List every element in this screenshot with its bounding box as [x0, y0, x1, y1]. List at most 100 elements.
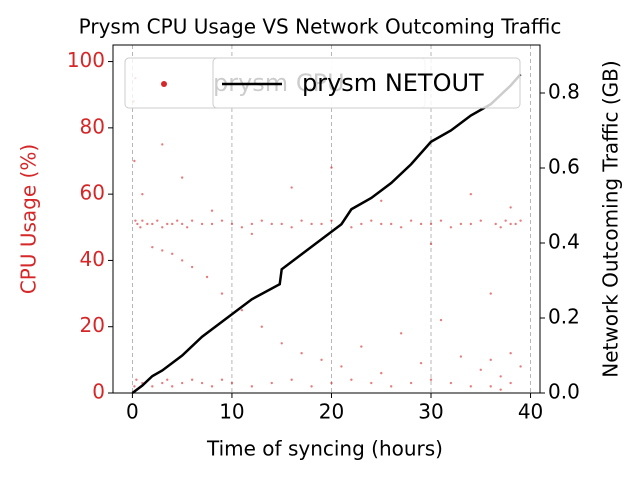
cpu-point	[151, 385, 153, 387]
cpu-point	[509, 382, 511, 384]
cpu-point	[460, 355, 462, 357]
cpu-point	[490, 359, 492, 361]
cpu-point	[470, 193, 472, 195]
cpu-point	[231, 382, 233, 384]
cpu-point	[221, 379, 223, 381]
cpu-point	[370, 219, 372, 221]
x-tick-label: 30	[418, 400, 443, 424]
cpu-point	[380, 223, 382, 225]
cpu-point	[231, 223, 233, 225]
cpu-point	[141, 219, 143, 221]
y-tick-label: 80	[80, 114, 105, 138]
cpu-point	[211, 223, 213, 225]
cpu-point	[380, 200, 382, 202]
cpu-point	[135, 379, 137, 381]
cpu-point	[490, 292, 492, 294]
cpu-point	[330, 166, 332, 168]
cpu-point	[400, 226, 402, 228]
cpu-point	[271, 382, 273, 384]
cpu-point	[146, 223, 148, 225]
cpu-point	[201, 223, 203, 225]
y-tick-label: 100	[67, 48, 105, 72]
cpu-point	[330, 382, 332, 384]
cpu-point	[191, 379, 193, 381]
cpu-point	[241, 309, 243, 311]
cpu-point	[370, 382, 372, 384]
cpu-point	[161, 382, 163, 384]
cpu-point	[310, 223, 312, 225]
cpu-point	[300, 352, 302, 354]
cpu-point	[310, 385, 312, 387]
x-axis-label: Time of syncing (hours)	[206, 437, 443, 461]
cpu-point	[133, 385, 135, 387]
cpu-point	[171, 385, 173, 387]
cpu-point	[499, 388, 501, 390]
cpu-point	[221, 292, 223, 294]
cpu-point	[330, 219, 332, 221]
cpu-point	[300, 219, 302, 221]
cpu-point	[410, 219, 412, 221]
cpu-point	[281, 223, 283, 225]
cpu-point	[360, 345, 362, 347]
cpu-point	[261, 326, 263, 328]
cpu-point	[490, 385, 492, 387]
cpu-point	[499, 375, 501, 377]
cpu-point	[156, 219, 158, 221]
cpu-point	[350, 379, 352, 381]
y2-tick-label: 0.8	[548, 80, 580, 104]
cpu-point	[176, 219, 178, 221]
y-tick-label: 60	[80, 181, 105, 205]
x-tick-label: 40	[518, 400, 543, 424]
cpu-point	[380, 372, 382, 374]
cpu-point	[430, 243, 432, 245]
cpu-point	[141, 193, 143, 195]
y2-tick-label: 0.0	[548, 380, 580, 404]
cpu-point	[440, 219, 442, 221]
cpu-point	[400, 332, 402, 334]
cpu-point	[166, 223, 168, 225]
cpu-point	[509, 223, 511, 225]
cpu-point	[181, 176, 183, 178]
cpu-point	[499, 226, 501, 228]
cpu-point	[186, 226, 188, 228]
cpu-point	[290, 226, 292, 228]
cpu-point	[420, 223, 422, 225]
cpu-point	[519, 219, 521, 221]
cpu-point	[290, 379, 292, 381]
y2-tick-label: 0.4	[548, 230, 580, 254]
x-tick-label: 0	[126, 400, 139, 424]
cpu-point	[181, 223, 183, 225]
cpu-point	[470, 385, 472, 387]
cpu-point	[191, 219, 193, 221]
x-tick-label: 20	[319, 400, 344, 424]
cpu-point	[133, 160, 135, 162]
cpu-point	[166, 379, 168, 381]
cpu-point	[430, 379, 432, 381]
cpu-point	[171, 253, 173, 255]
cpu-point	[271, 223, 273, 225]
cpu-point	[134, 219, 136, 221]
cpu-point	[161, 226, 163, 228]
cpu-point	[181, 259, 183, 261]
cpu-point	[206, 276, 208, 278]
legend-marker	[161, 81, 167, 87]
y2-tick-label: 0.6	[548, 155, 580, 179]
cpu-point	[495, 223, 497, 225]
cpu-point	[360, 223, 362, 225]
cpu-point	[161, 249, 163, 251]
cpu-point	[181, 382, 183, 384]
cpu-point	[191, 266, 193, 268]
y-tick-label: 20	[80, 313, 105, 337]
y2-tick-label: 0.2	[548, 305, 580, 329]
y2-axis-label: Network Outcoming Traffic (GB)	[599, 60, 623, 377]
cpu-point	[211, 210, 213, 212]
cpu-point	[504, 219, 506, 221]
cpu-point	[151, 223, 153, 225]
cpu-point	[509, 352, 511, 354]
cpu-point	[136, 223, 138, 225]
cpu-point	[251, 385, 253, 387]
cpu-point	[460, 223, 462, 225]
chart-title: Prysm CPU Usage VS Network Outcoming Tra…	[79, 15, 562, 39]
y-tick-label: 40	[80, 247, 105, 271]
cpu-point	[450, 382, 452, 384]
